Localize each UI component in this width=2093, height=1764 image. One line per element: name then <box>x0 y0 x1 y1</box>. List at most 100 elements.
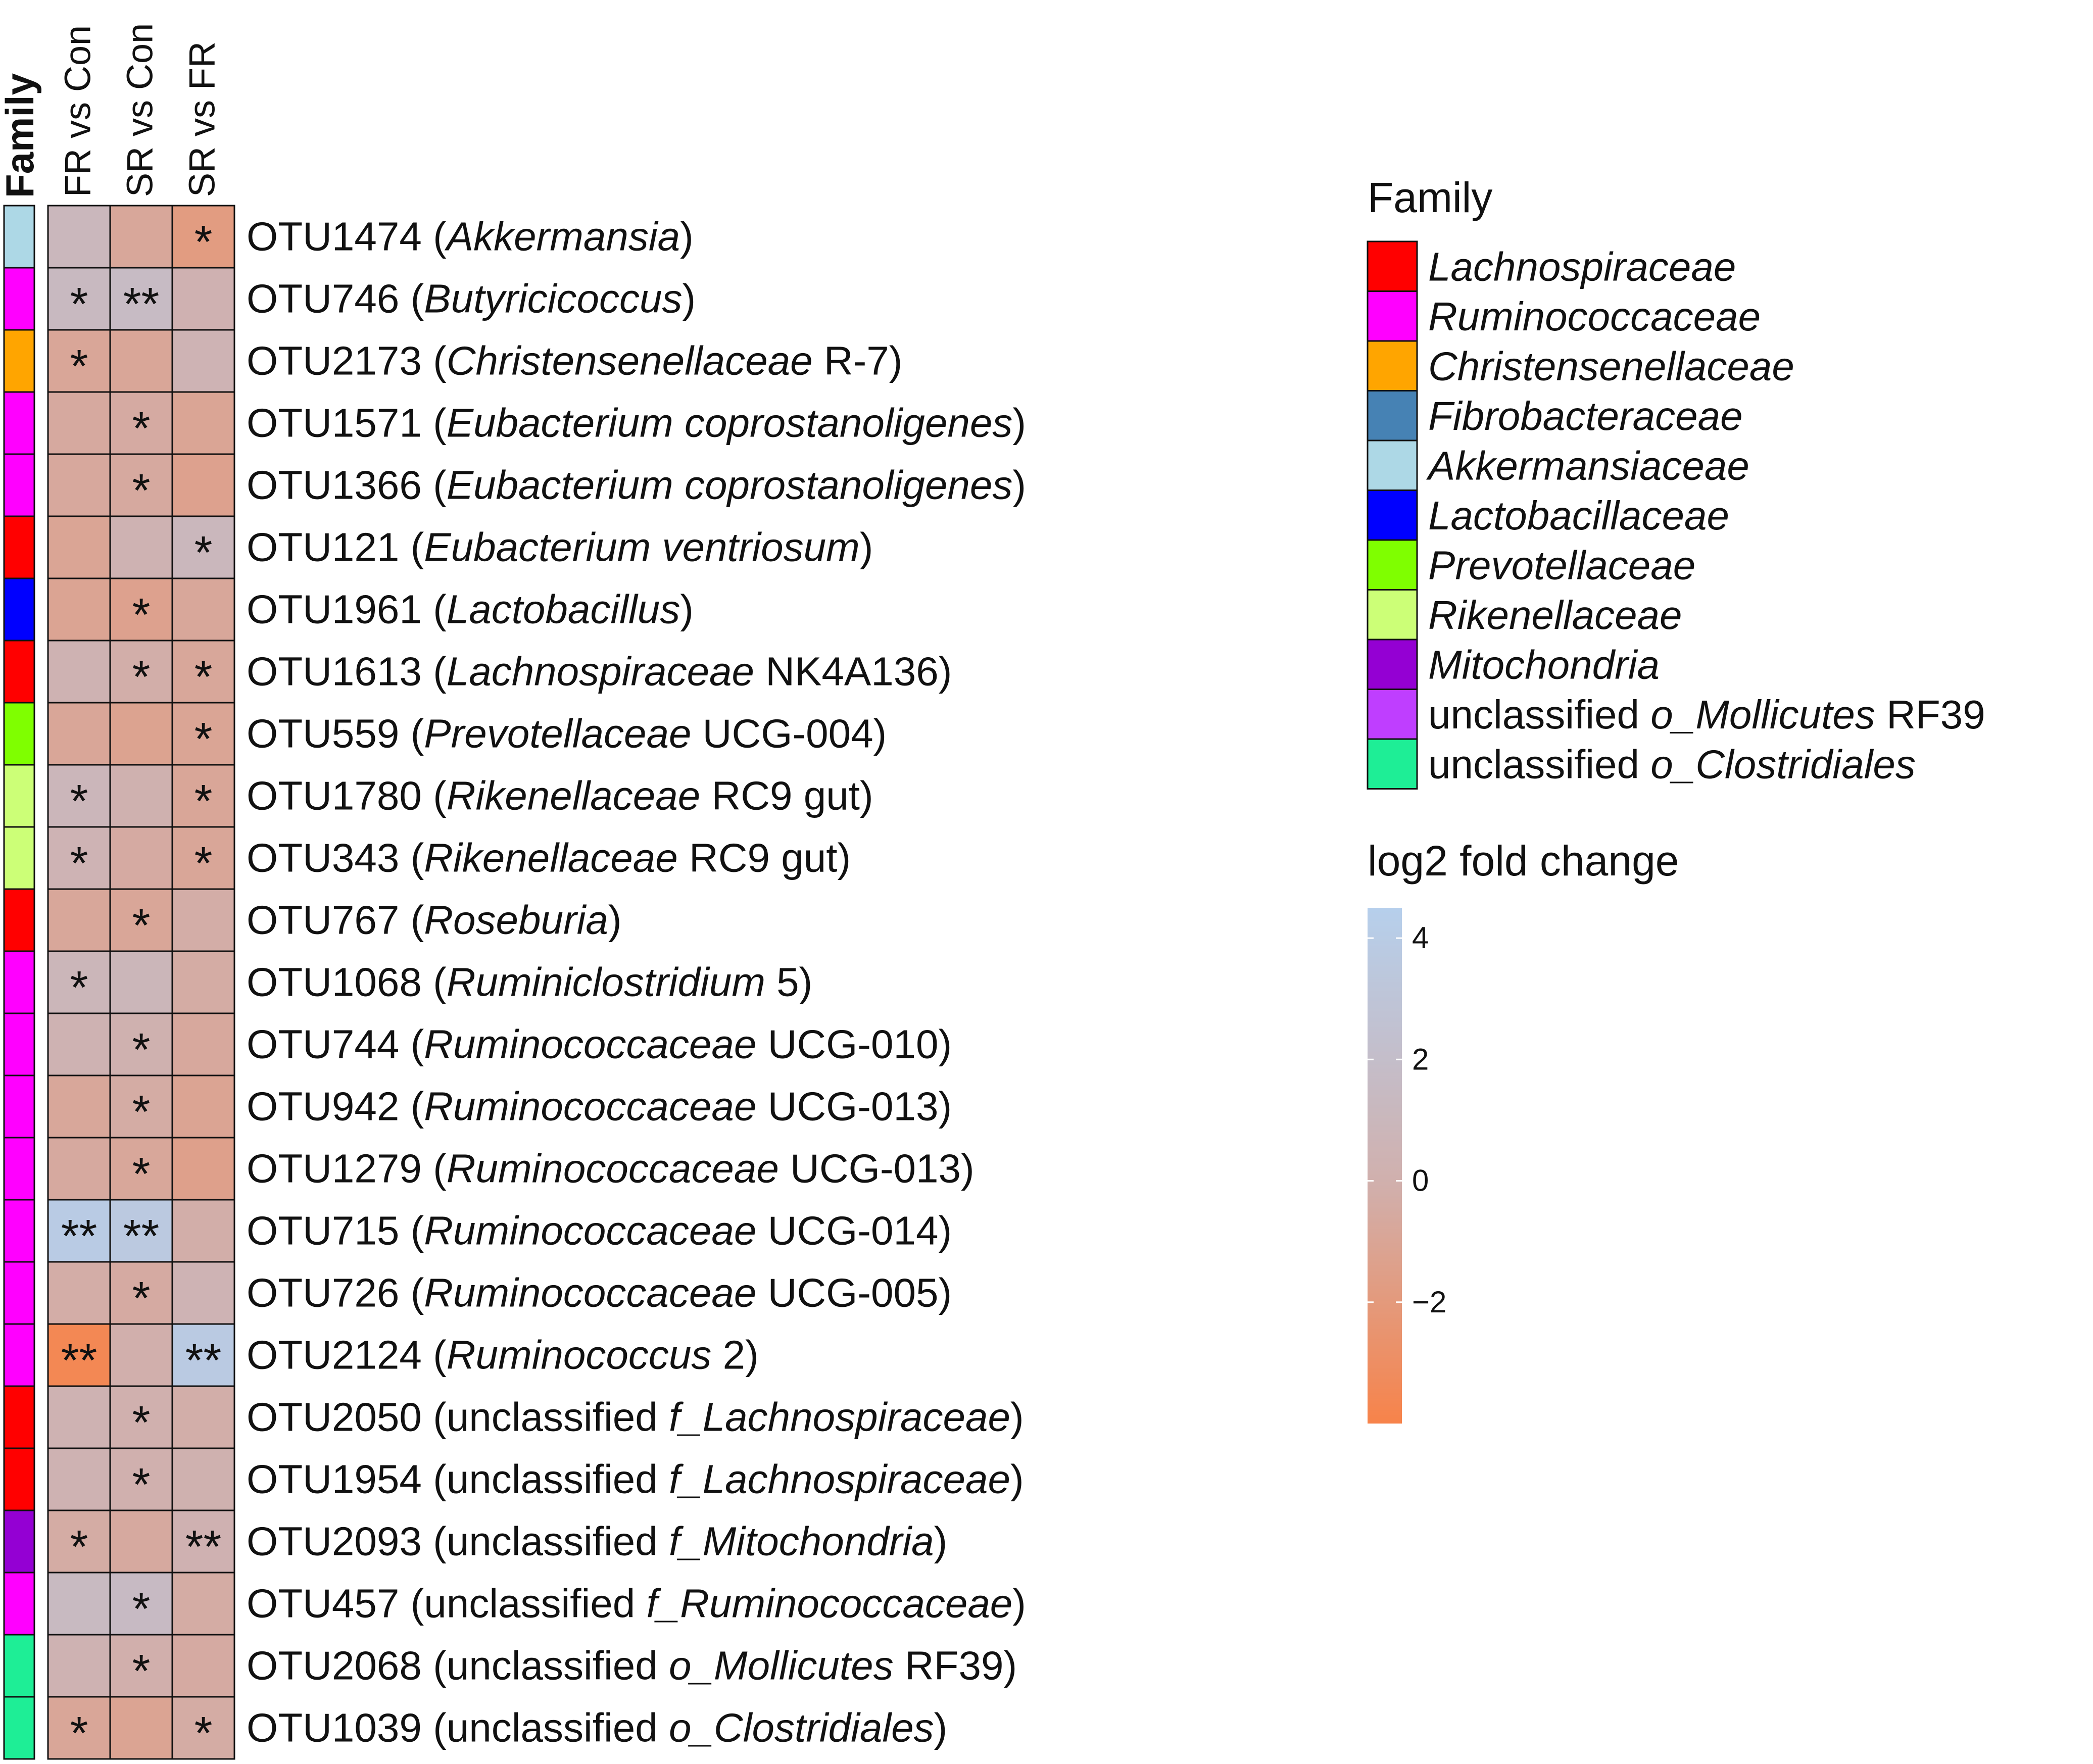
heatmap-cell <box>109 1137 173 1201</box>
family-cell <box>3 267 35 331</box>
significance-mark: * <box>132 900 151 952</box>
heatmap-row: * OTU942 (Ruminococcaceae UCG-013) <box>3 1074 952 1139</box>
heatmap-cell <box>171 1509 235 1574</box>
significance-mark: * <box>132 403 151 455</box>
significance-mark: ** <box>123 1211 160 1262</box>
significance-mark: * <box>194 714 213 765</box>
heatmap-cell <box>171 1012 235 1076</box>
colorbar-title: log2 fold change <box>1368 837 1679 885</box>
heatmap-cell <box>47 1509 111 1574</box>
family-legend-swatch <box>1367 290 1418 342</box>
heatmap-cell <box>109 205 173 269</box>
significance-mark: * <box>132 1024 151 1076</box>
colorbar-tick-label: 4 <box>1412 921 1429 955</box>
heatmap-cell <box>47 950 111 1014</box>
heatmap-cell <box>109 1509 173 1574</box>
family-legend-label: Akkermansiaceae <box>1426 443 1749 488</box>
row-label: OTU559 (Prevotellaceae UCG-004) <box>247 711 887 756</box>
row-label: OTU942 (Ruminococcaceae UCG-013) <box>247 1084 952 1129</box>
heatmap-row: * OTU1279 (Ruminococcaceae UCG-013) <box>3 1137 975 1201</box>
column-headers: FR vs Con SR vs Con SR vs FR Family <box>0 23 223 198</box>
row-label: OTU2124 (Ruminococcus 2) <box>247 1333 759 1378</box>
family-cell <box>3 1323 35 1387</box>
row-label: OTU1068 (Ruminiclostridium 5) <box>247 960 812 1005</box>
family-cell <box>3 702 35 766</box>
heatmap-row: * OTU1366 (Eubacterium coprostanoligenes) <box>3 453 1026 517</box>
family-legend-swatch <box>1367 589 1418 641</box>
family-legend-label: Ruminococcaceae <box>1428 294 1761 339</box>
significance-mark: * <box>132 1149 151 1200</box>
heatmap-cell <box>47 205 111 269</box>
significance-mark: ** <box>61 1335 98 1387</box>
heatmap-cell <box>109 1323 173 1387</box>
row-label: OTU1039 (unclassified o_Clostridiales) <box>247 1705 947 1750</box>
heatmap-cell <box>171 391 235 455</box>
heatmap-cell <box>47 453 111 517</box>
significance-mark: * <box>70 341 88 393</box>
heatmap-cell <box>109 1634 173 1698</box>
family-legend-label: Rikenellaceae <box>1428 593 1682 638</box>
family-cell <box>3 205 35 269</box>
heatmap-cell <box>171 205 235 269</box>
heatmap-cell <box>171 329 235 393</box>
heatmap-cell <box>47 1572 111 1636</box>
significance-mark: * <box>194 776 213 827</box>
family-cell <box>3 950 35 1014</box>
heatmap-cell <box>171 1137 235 1201</box>
heatmap-row: * OTU1571 (Eubacterium coprostanoligenes) <box>3 391 1026 455</box>
significance-mark: * <box>194 838 213 890</box>
family-cell <box>3 453 35 517</box>
row-label: OTU1954 (unclassified f_Lachnospiraceae) <box>247 1457 1024 1502</box>
significance-mark: * <box>194 527 213 579</box>
heatmap-row: ** ** OTU715 (Ruminococcaceae UCG-014) <box>3 1199 952 1263</box>
heatmap-row: * OTU121 (Eubacterium ventriosum) <box>3 515 873 579</box>
heatmap-row: * OTU726 (Ruminococcaceae UCG-005) <box>3 1261 952 1325</box>
heatmap-row: * OTU1068 (Ruminiclostridium 5) <box>3 950 812 1014</box>
row-label: OTU2068 (unclassified o_Mollicutes RF39) <box>247 1643 1017 1688</box>
colorbar-tick-label: −2 <box>1412 1285 1446 1319</box>
heatmap-row: * OTU457 (unclassified f_Ruminococcaceae) <box>3 1572 1026 1636</box>
heatmap-row: * ** OTU746 (Butyricicoccus) <box>3 267 696 331</box>
family-legend-label: Christensenellaceae <box>1428 344 1794 388</box>
family-cell <box>3 826 35 890</box>
family-cell <box>3 764 35 828</box>
heatmap-cell <box>47 888 111 952</box>
heatmap-cell <box>47 1447 111 1511</box>
row-label: OTU121 (Eubacterium ventriosum) <box>247 525 873 570</box>
heatmap-cell <box>47 1261 111 1325</box>
family-cell <box>3 1199 35 1263</box>
family-cell <box>3 391 35 455</box>
heatmap-cell <box>47 826 111 890</box>
family-legend-item: Rikenellaceae <box>1367 589 1682 641</box>
column-header: SR vs FR <box>182 41 223 197</box>
heatmap-cell <box>47 764 111 828</box>
family-legend-label: Mitochondria <box>1428 642 1660 687</box>
heatmap-cell <box>109 1261 173 1325</box>
family-cell <box>3 329 35 393</box>
row-label: OTU1366 (Eubacterium coprostanoligenes) <box>247 463 1026 508</box>
heatmap-cell <box>171 577 235 642</box>
heatmap-cell <box>109 1199 173 1263</box>
heatmap-cell <box>109 888 173 952</box>
family-legend-label: unclassified o_Clostridiales <box>1428 742 1916 787</box>
heatmap-cell <box>47 1199 111 1263</box>
row-label: OTU726 (Ruminococcaceae UCG-005) <box>247 1270 952 1315</box>
heatmap-cell <box>109 515 173 579</box>
heatmap-cell <box>171 1447 235 1511</box>
family-legend-label: Lachnospiraceae <box>1428 244 1736 289</box>
heatmap-cell <box>109 702 173 766</box>
significance-mark: ** <box>185 1522 222 1573</box>
family-cell <box>3 1447 35 1511</box>
family-legend-item: unclassified o_Mollicutes RF39 <box>1367 689 1985 740</box>
row-label: OTU746 (Butyricicoccus) <box>247 276 696 321</box>
row-label: OTU715 (Ruminococcaceae UCG-014) <box>247 1208 952 1253</box>
colorbar-tick-label: 2 <box>1412 1042 1429 1076</box>
family-legend-swatch <box>1367 340 1418 391</box>
colorbar-legend: log2 fold change 4 2 0 −2 <box>1368 837 1679 1424</box>
row-label: OTU767 (Roseburia) <box>247 898 622 943</box>
row-label: OTU2050 (unclassified f_Lachnospiraceae) <box>247 1395 1024 1440</box>
heatmap-row: * OTU744 (Ruminococcaceae UCG-010) <box>3 1012 952 1076</box>
heatmap-cell <box>171 1261 235 1325</box>
family-annotation-title: Family <box>0 73 42 198</box>
